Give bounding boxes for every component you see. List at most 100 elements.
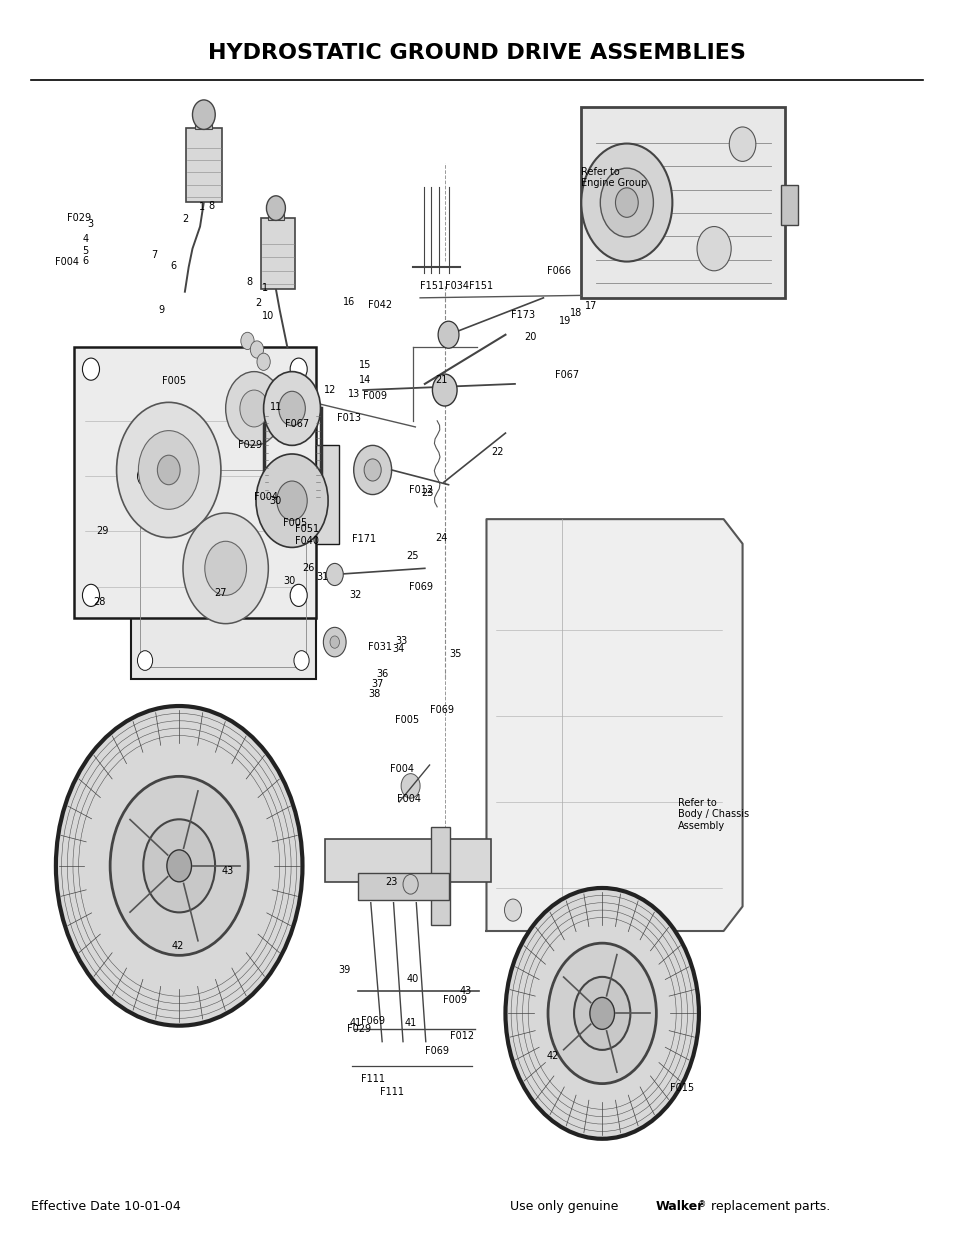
- Circle shape: [256, 353, 270, 370]
- Text: F171: F171: [352, 534, 375, 543]
- Text: 9: 9: [158, 305, 164, 315]
- Bar: [140, 471, 306, 667]
- Text: F111: F111: [380, 1087, 404, 1097]
- Circle shape: [504, 899, 521, 921]
- Text: HYDROSTATIC GROUND DRIVE ASSEMBLIES: HYDROSTATIC GROUND DRIVE ASSEMBLIES: [208, 43, 745, 63]
- Text: F013: F013: [336, 414, 360, 424]
- Bar: [131, 458, 315, 679]
- Circle shape: [728, 127, 755, 162]
- Text: F051: F051: [294, 524, 318, 534]
- Text: 38: 38: [368, 689, 380, 699]
- Text: 18: 18: [569, 308, 581, 317]
- Text: 20: 20: [523, 332, 536, 342]
- Text: F069: F069: [429, 705, 453, 715]
- Circle shape: [205, 541, 246, 595]
- Text: 35: 35: [449, 650, 461, 659]
- Text: 19: 19: [558, 316, 571, 326]
- Text: 5: 5: [82, 246, 89, 256]
- Circle shape: [255, 454, 328, 547]
- Text: 8: 8: [208, 200, 214, 211]
- Circle shape: [290, 584, 307, 606]
- Text: F004: F004: [396, 794, 421, 804]
- Text: 26: 26: [302, 563, 314, 573]
- Text: Use only genuine: Use only genuine: [510, 1199, 622, 1213]
- Text: 8: 8: [246, 277, 253, 287]
- Text: replacement parts.: replacement parts.: [706, 1199, 829, 1213]
- Circle shape: [323, 627, 346, 657]
- Text: 41: 41: [349, 1018, 361, 1029]
- Text: 27: 27: [214, 588, 227, 598]
- Circle shape: [330, 636, 339, 648]
- Text: F151: F151: [419, 280, 444, 290]
- Text: F004: F004: [55, 257, 79, 267]
- Circle shape: [432, 374, 456, 406]
- Circle shape: [278, 391, 305, 426]
- Bar: [315, 446, 339, 543]
- Text: F069: F069: [424, 1046, 448, 1056]
- Text: 29: 29: [96, 526, 109, 536]
- Text: F005: F005: [282, 517, 306, 527]
- Text: 32: 32: [349, 590, 361, 600]
- Circle shape: [193, 100, 215, 130]
- Bar: [195, 117, 213, 130]
- Text: F009: F009: [363, 391, 387, 401]
- Text: 17: 17: [584, 301, 597, 311]
- Text: F066: F066: [547, 266, 571, 275]
- Text: 43: 43: [221, 866, 233, 876]
- Text: 13: 13: [347, 389, 359, 399]
- Text: F029: F029: [347, 1024, 371, 1035]
- Text: F173: F173: [511, 310, 535, 320]
- Bar: [431, 826, 450, 925]
- Text: 23: 23: [385, 877, 397, 887]
- Text: 14: 14: [358, 375, 371, 385]
- Text: 6: 6: [82, 256, 89, 266]
- Text: 3: 3: [87, 219, 93, 228]
- Text: 30: 30: [283, 576, 295, 585]
- Circle shape: [266, 196, 285, 220]
- Text: F069: F069: [408, 582, 433, 592]
- Text: 10: 10: [262, 311, 274, 321]
- Circle shape: [354, 446, 392, 494]
- Ellipse shape: [505, 888, 699, 1139]
- Text: 33: 33: [395, 636, 407, 646]
- Text: Effective Date 10-01-04: Effective Date 10-01-04: [31, 1199, 181, 1213]
- Circle shape: [137, 651, 152, 671]
- Text: Refer to
Body / Chassis
Assembly: Refer to Body / Chassis Assembly: [678, 798, 748, 831]
- Text: 1: 1: [262, 283, 269, 293]
- Ellipse shape: [143, 819, 214, 913]
- Text: F009: F009: [442, 995, 466, 1005]
- Circle shape: [290, 358, 307, 380]
- Circle shape: [116, 403, 221, 537]
- Text: 16: 16: [342, 296, 355, 306]
- Circle shape: [276, 480, 307, 520]
- Text: 23: 23: [421, 488, 434, 499]
- Bar: [186, 128, 222, 203]
- Text: 2: 2: [182, 214, 188, 225]
- Ellipse shape: [547, 944, 656, 1083]
- Circle shape: [167, 850, 192, 882]
- Text: 11: 11: [270, 403, 282, 412]
- Text: F111: F111: [361, 1073, 385, 1083]
- Text: F005: F005: [162, 377, 186, 387]
- Text: 37: 37: [371, 679, 383, 689]
- Text: 12: 12: [323, 385, 335, 395]
- Text: 4: 4: [82, 233, 89, 243]
- Ellipse shape: [56, 706, 302, 1026]
- Text: 43: 43: [459, 987, 471, 997]
- Bar: [780, 185, 797, 226]
- Text: 41: 41: [404, 1018, 416, 1029]
- Text: 30: 30: [269, 495, 281, 505]
- Text: 7: 7: [152, 249, 157, 259]
- Circle shape: [615, 188, 638, 217]
- Circle shape: [157, 456, 180, 484]
- Circle shape: [138, 431, 199, 509]
- Text: 1: 1: [198, 201, 205, 212]
- Text: 36: 36: [375, 669, 388, 679]
- Circle shape: [402, 874, 417, 894]
- Text: Refer to
Engine Group: Refer to Engine Group: [580, 167, 647, 188]
- Circle shape: [226, 372, 282, 446]
- Text: F029: F029: [68, 212, 91, 224]
- Text: F012: F012: [450, 1030, 474, 1041]
- Circle shape: [326, 563, 343, 585]
- Text: F067: F067: [285, 420, 309, 430]
